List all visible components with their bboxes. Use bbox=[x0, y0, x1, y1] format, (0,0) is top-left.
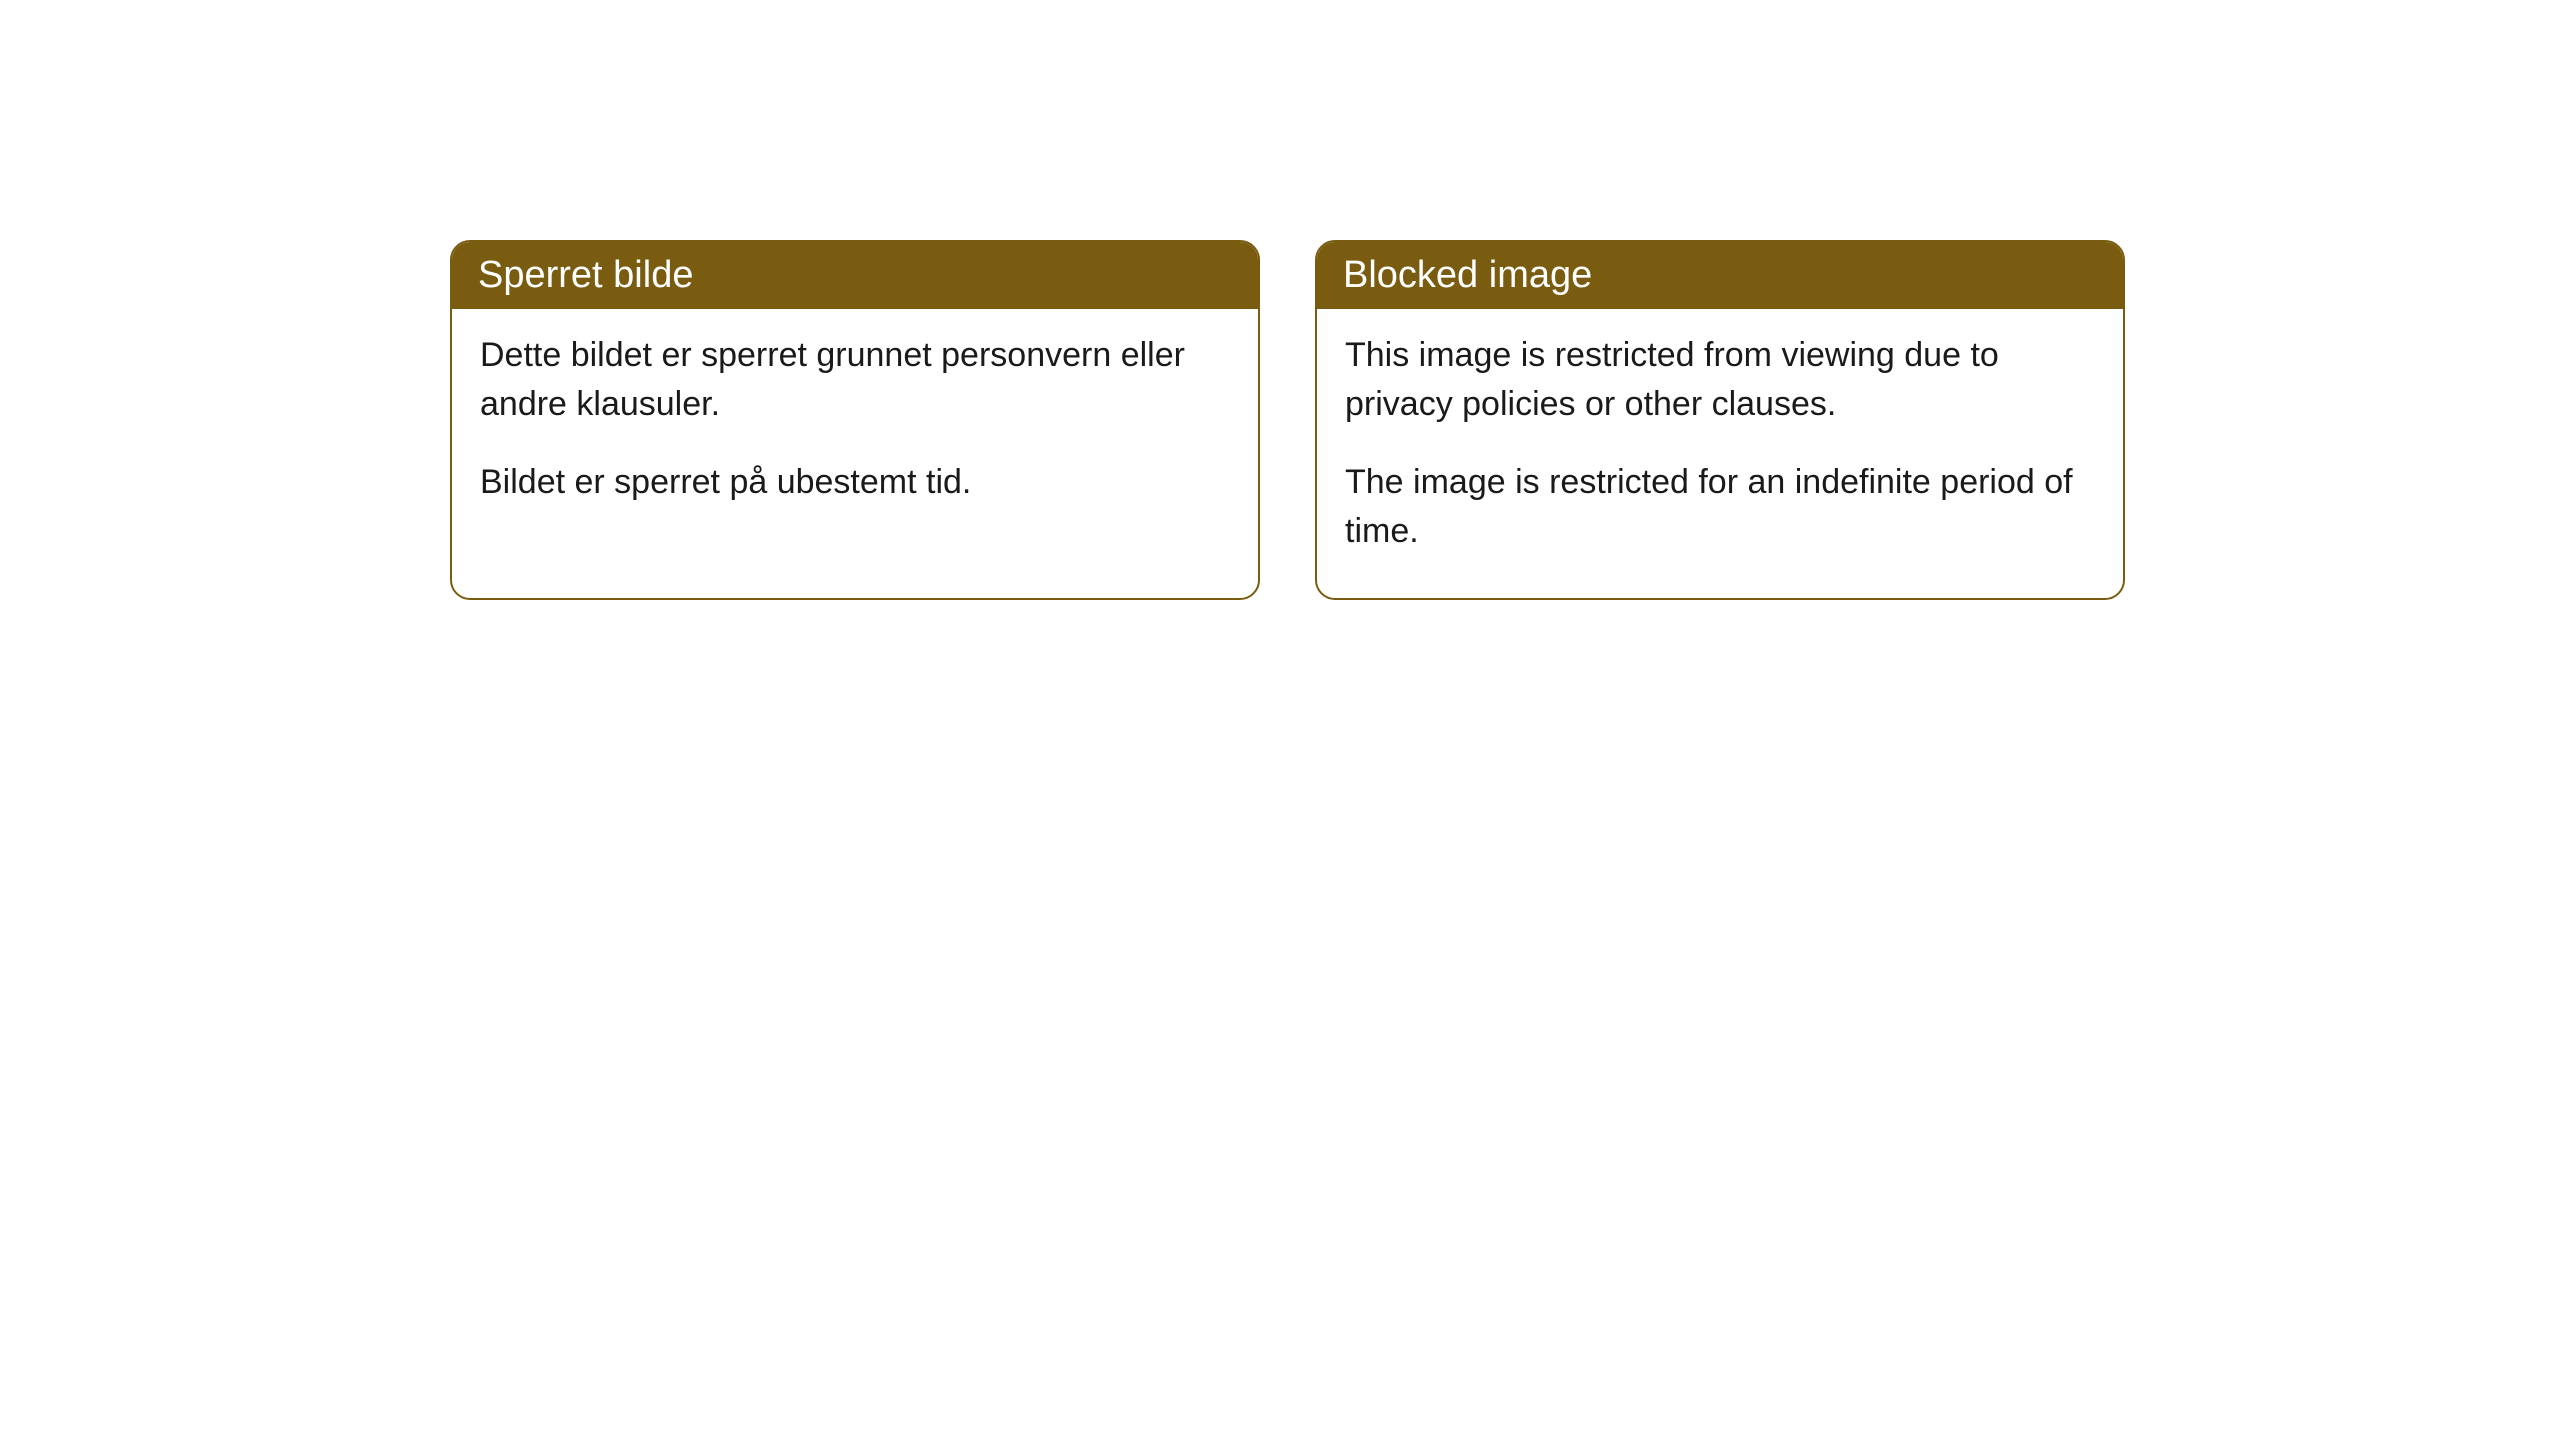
blocked-image-card-norwegian: Sperret bilde Dette bildet er sperret gr… bbox=[450, 240, 1260, 600]
card-header-norwegian: Sperret bilde bbox=[452, 242, 1258, 309]
card-paragraph-1: Dette bildet er sperret grunnet personve… bbox=[480, 331, 1230, 430]
card-paragraph-2: Bildet er sperret på ubestemt tid. bbox=[480, 458, 1230, 507]
card-paragraph-1: This image is restricted from viewing du… bbox=[1345, 331, 2095, 430]
card-title: Sperret bilde bbox=[478, 254, 693, 296]
card-body-english: This image is restricted from viewing du… bbox=[1317, 309, 2123, 598]
blocked-image-card-english: Blocked image This image is restricted f… bbox=[1315, 240, 2125, 600]
card-body-norwegian: Dette bildet er sperret grunnet personve… bbox=[452, 309, 1258, 549]
card-paragraph-2: The image is restricted for an indefinit… bbox=[1345, 458, 2095, 557]
card-header-english: Blocked image bbox=[1317, 242, 2123, 309]
card-title: Blocked image bbox=[1343, 254, 1592, 296]
notice-cards-container: Sperret bilde Dette bildet er sperret gr… bbox=[450, 240, 2125, 600]
